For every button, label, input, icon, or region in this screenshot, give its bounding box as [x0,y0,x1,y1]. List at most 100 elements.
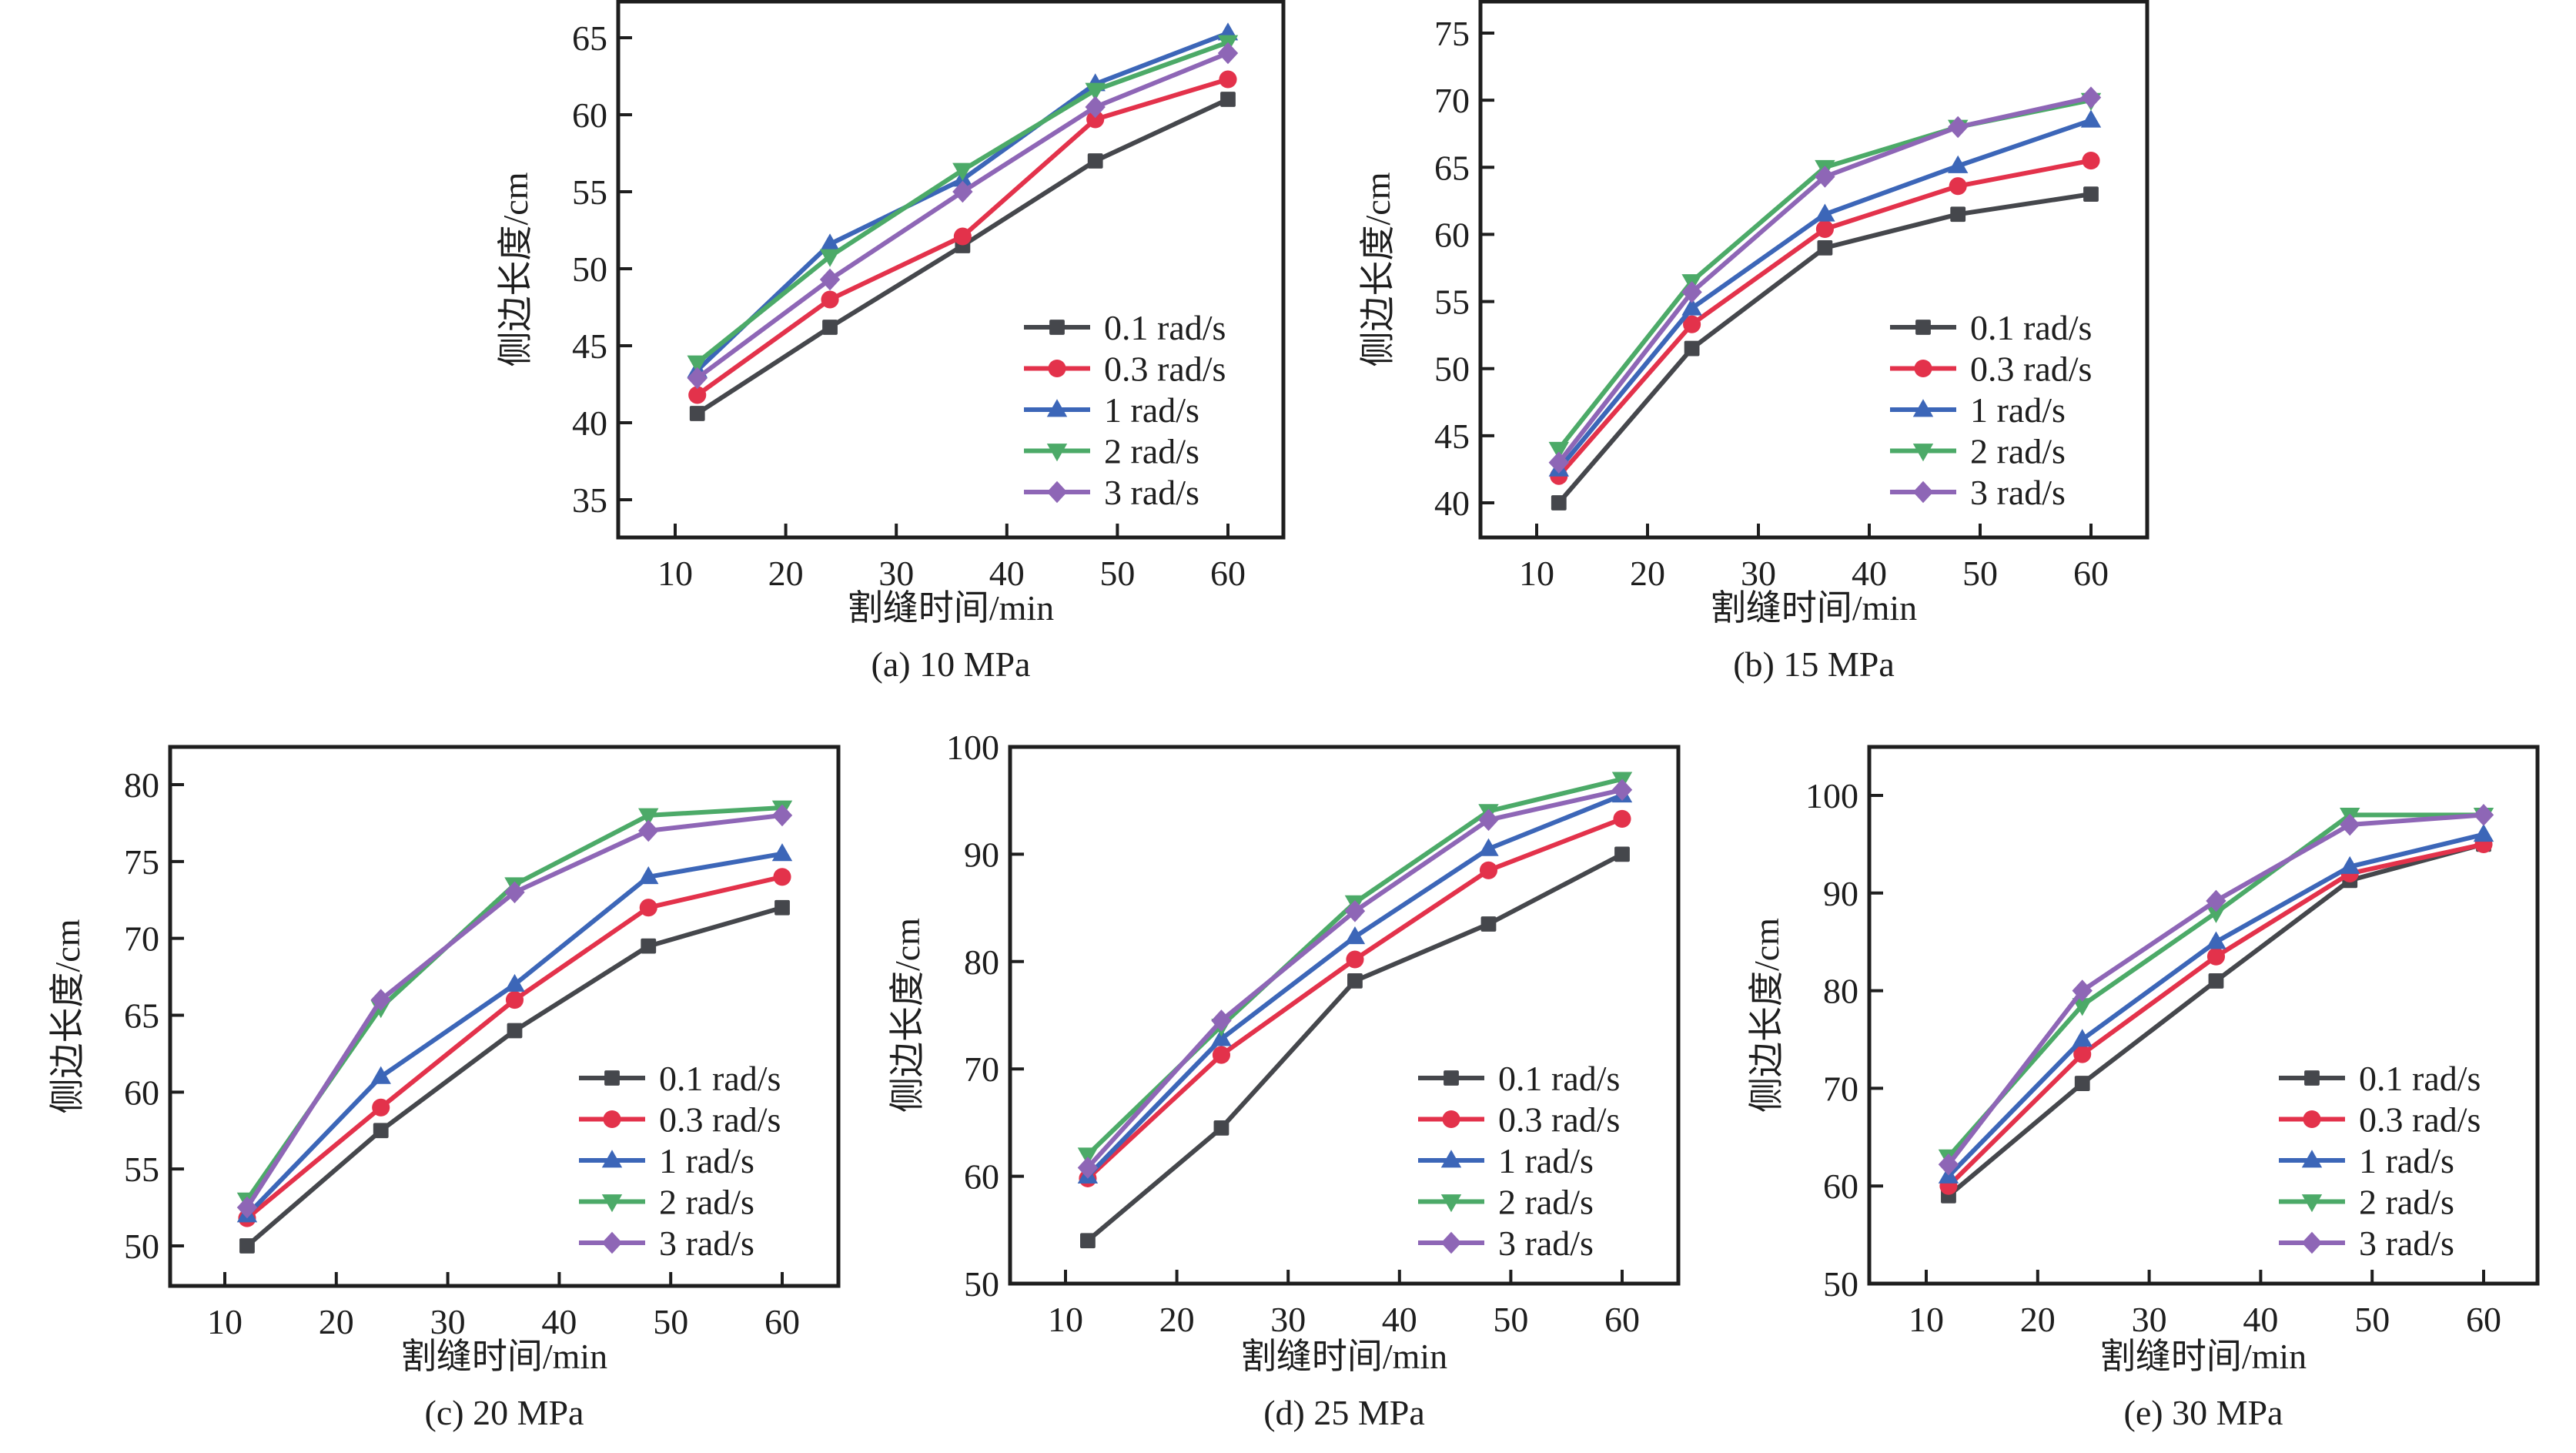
y-tick-label: 70 [964,1050,999,1089]
data-point [1211,1009,1232,1032]
legend-marker [1915,320,1931,335]
legend-item: 3 rad/s [1418,1224,1594,1263]
chart-panel-a: 10 20 30 40 50 60 35 40 45 50 55 60 65 侧边长度/cm 割缝时间/mi… [496,0,1286,684]
x-tick-label: 50 [653,1302,688,1341]
data-point [1681,297,1702,316]
legend-marker [603,1110,621,1129]
x-tick-label: 40 [541,1302,577,1341]
y-tick-label: 90 [1823,874,1858,913]
x-tick-label: 10 [207,1302,243,1341]
data-point [2072,979,2093,1002]
y-axis-title: 侧边长度/cm [1747,918,1786,1113]
data-point [1551,495,1567,511]
x-axis-title: 割缝时间/min [2100,1337,2307,1376]
legend-marker [2301,1231,2323,1254]
y-tick-label: 65 [124,996,159,1036]
y-tick-label: 70 [1434,81,1470,120]
data-point [1938,1153,1959,1176]
data-point [1480,916,1497,932]
data-point [2473,823,2494,842]
data-point [1347,973,1363,989]
data-point [638,819,659,842]
y-tick-label: 100 [1805,776,1858,815]
x-axis-title: 割缝时间/min [1241,1337,1447,1376]
data-point [1684,340,1700,357]
legend-marker [601,1150,623,1168]
y-tick-label: 35 [572,480,607,520]
x-tick-label: 50 [1493,1300,1528,1339]
data-point [2074,1076,2090,1091]
legend-label: 3 rad/s [1498,1224,1594,1263]
y-tick-label: 55 [124,1150,159,1189]
data-point [1479,861,1498,879]
data-point [507,1023,523,1039]
legend-marker [601,1231,623,1254]
legend-item: 1 rad/s [2279,1141,2454,1180]
data-point [2206,947,2226,966]
x-tick-label: 30 [1270,1300,1306,1339]
x-tick-label: 10 [657,554,693,593]
x-tick-label: 10 [1519,554,1554,593]
x-tick-label: 40 [989,554,1025,593]
y-tick-label: 50 [1823,1264,1858,1304]
legend-marker [2303,1110,2321,1129]
x-tick-label: 20 [1159,1300,1195,1339]
data-point [1815,203,1835,222]
legend-label: 0.1 rad/s [1970,308,2092,347]
legend-item: 0.3 rad/s [579,1100,781,1140]
x-tick-label: 50 [1099,554,1135,593]
panel-caption: (d) 25 MPa [1263,1393,1425,1432]
y-tick-label: 50 [572,249,607,289]
data-point [821,290,839,309]
series-3-rad-s [687,42,1239,390]
data-point [2206,931,2226,949]
legend-item: 0.1 rad/s [1890,308,2092,347]
data-point [2208,973,2224,989]
data-point [687,367,708,390]
legend-item: 0.3 rad/s [1024,350,1226,389]
series-3-rad-s [236,804,793,1219]
data-point [2340,855,2360,874]
data-point [819,268,841,291]
y-tick-label: 40 [572,403,607,443]
series-0-1-rad-s [239,899,790,1254]
y-tick-label: 60 [1823,1167,1858,1206]
series-3-rad-s [1548,86,2102,474]
series-0-3-rad-s [688,70,1237,404]
data-point [1681,281,1702,303]
y-tick-label: 45 [1434,417,1470,456]
data-point [1817,239,1833,256]
data-point [372,1098,390,1117]
x-tick-label: 60 [2073,554,2109,593]
panel-caption: (a) 10 MPa [871,644,1031,684]
legend-label: 1 rad/s [2359,1141,2454,1180]
data-point [819,233,841,252]
y-tick-label: 75 [1434,14,1470,53]
data-point [1077,1157,1099,1179]
y-tick-label: 100 [946,728,999,767]
data-point [771,804,793,827]
x-tick-label: 60 [1604,1300,1640,1339]
legend-marker [1440,1194,1462,1213]
x-tick-label: 60 [1210,554,1246,593]
data-point [2082,152,2100,170]
legend-item: 2 rad/s [1024,432,1199,471]
legend-item: 0.3 rad/s [2279,1100,2481,1140]
data-point [1217,42,1239,65]
data-point [2080,109,2102,128]
x-axis-title: 割缝时间/min [1711,588,1917,628]
legend-label: 0.3 rad/s [2359,1100,2481,1140]
data-point [639,899,657,917]
data-point [822,320,838,335]
legend-label: 1 rad/s [659,1141,754,1180]
y-tick-label: 60 [124,1073,159,1112]
series-3-rad-s [1938,804,2494,1176]
data-point [1948,155,1969,173]
data-point [774,899,790,916]
y-tick-label: 80 [964,942,999,982]
legend-label: 3 rad/s [659,1224,754,1263]
legend-marker [1444,1070,1459,1086]
x-tick-label: 30 [1741,554,1776,593]
data-point [504,973,525,992]
